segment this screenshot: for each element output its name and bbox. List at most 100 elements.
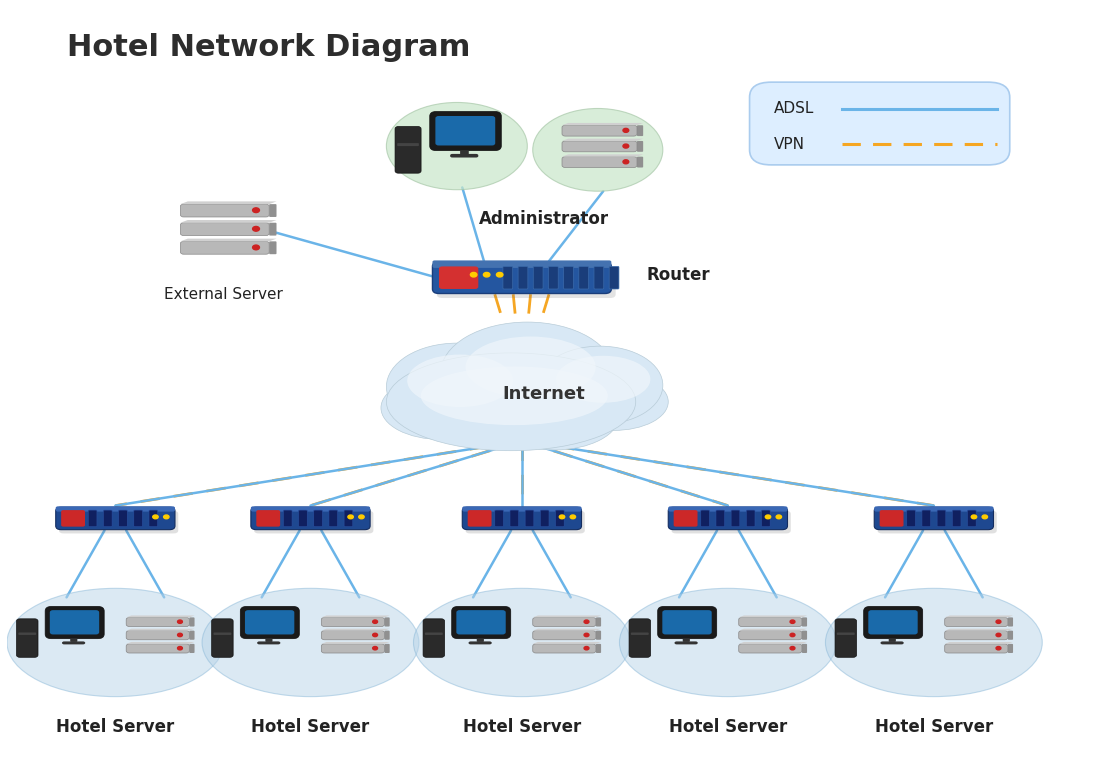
FancyBboxPatch shape <box>579 267 589 289</box>
Ellipse shape <box>440 322 614 424</box>
FancyBboxPatch shape <box>495 510 504 527</box>
Ellipse shape <box>490 381 619 450</box>
FancyBboxPatch shape <box>609 267 619 289</box>
FancyBboxPatch shape <box>314 510 323 527</box>
FancyBboxPatch shape <box>439 267 479 289</box>
FancyBboxPatch shape <box>658 607 717 639</box>
FancyBboxPatch shape <box>395 126 421 173</box>
FancyBboxPatch shape <box>637 157 643 168</box>
FancyBboxPatch shape <box>126 644 189 653</box>
Text: Hotel Server: Hotel Server <box>462 718 581 735</box>
FancyBboxPatch shape <box>49 611 99 634</box>
FancyBboxPatch shape <box>596 617 601 627</box>
FancyBboxPatch shape <box>1008 630 1013 640</box>
Polygon shape <box>739 642 807 644</box>
FancyBboxPatch shape <box>180 223 269 236</box>
FancyBboxPatch shape <box>556 510 564 527</box>
FancyBboxPatch shape <box>596 644 601 653</box>
FancyBboxPatch shape <box>525 510 534 527</box>
FancyBboxPatch shape <box>466 511 585 533</box>
Text: Administrator: Administrator <box>479 210 608 228</box>
FancyBboxPatch shape <box>212 619 233 657</box>
FancyBboxPatch shape <box>562 141 637 152</box>
FancyBboxPatch shape <box>436 116 495 146</box>
Circle shape <box>348 515 354 519</box>
Circle shape <box>791 647 795 650</box>
Polygon shape <box>944 615 1013 617</box>
Text: Hotel Server: Hotel Server <box>875 718 993 735</box>
FancyBboxPatch shape <box>245 611 294 634</box>
FancyBboxPatch shape <box>189 644 194 653</box>
Circle shape <box>982 515 987 519</box>
Circle shape <box>178 647 182 650</box>
Ellipse shape <box>556 355 650 403</box>
FancyBboxPatch shape <box>119 510 127 527</box>
Polygon shape <box>322 615 390 617</box>
FancyBboxPatch shape <box>299 510 307 527</box>
Text: VPN: VPN <box>773 136 805 152</box>
FancyBboxPatch shape <box>802 644 807 653</box>
FancyBboxPatch shape <box>674 641 697 644</box>
FancyBboxPatch shape <box>922 510 931 527</box>
FancyBboxPatch shape <box>61 641 86 644</box>
Polygon shape <box>180 220 277 223</box>
FancyBboxPatch shape <box>937 510 945 527</box>
Text: Internet: Internet <box>502 385 585 403</box>
Ellipse shape <box>533 109 663 192</box>
Polygon shape <box>126 642 194 644</box>
FancyBboxPatch shape <box>944 644 1008 653</box>
Circle shape <box>164 515 169 519</box>
Polygon shape <box>322 642 390 644</box>
FancyBboxPatch shape <box>907 510 916 527</box>
Text: Router: Router <box>647 267 710 284</box>
FancyBboxPatch shape <box>329 510 337 527</box>
Text: Hotel Server: Hotel Server <box>669 718 787 735</box>
FancyBboxPatch shape <box>61 510 85 527</box>
FancyBboxPatch shape <box>562 157 637 168</box>
Polygon shape <box>562 155 643 157</box>
FancyBboxPatch shape <box>269 223 277 236</box>
FancyBboxPatch shape <box>877 511 997 533</box>
Circle shape <box>996 620 1001 624</box>
FancyBboxPatch shape <box>250 506 370 512</box>
FancyBboxPatch shape <box>283 510 292 527</box>
FancyBboxPatch shape <box>874 506 994 512</box>
FancyBboxPatch shape <box>189 617 194 627</box>
FancyBboxPatch shape <box>864 607 922 639</box>
FancyBboxPatch shape <box>563 267 573 289</box>
Circle shape <box>372 620 378 624</box>
FancyBboxPatch shape <box>256 510 280 527</box>
FancyBboxPatch shape <box>189 630 194 640</box>
FancyBboxPatch shape <box>1008 644 1013 653</box>
FancyBboxPatch shape <box>669 507 787 529</box>
FancyBboxPatch shape <box>126 617 189 627</box>
FancyBboxPatch shape <box>45 607 104 639</box>
FancyBboxPatch shape <box>451 607 511 639</box>
FancyBboxPatch shape <box>56 507 175 529</box>
Polygon shape <box>739 629 807 630</box>
FancyBboxPatch shape <box>731 510 740 527</box>
Circle shape <box>584 620 589 624</box>
Circle shape <box>253 227 259 231</box>
FancyBboxPatch shape <box>533 644 596 653</box>
Text: Hotel Server: Hotel Server <box>56 718 175 735</box>
Circle shape <box>765 515 771 519</box>
Polygon shape <box>562 139 643 141</box>
FancyBboxPatch shape <box>802 630 807 640</box>
Ellipse shape <box>560 373 669 430</box>
Polygon shape <box>126 629 194 630</box>
FancyBboxPatch shape <box>944 630 1008 640</box>
FancyBboxPatch shape <box>269 241 277 254</box>
Circle shape <box>372 633 378 637</box>
Ellipse shape <box>537 346 663 424</box>
Ellipse shape <box>386 343 527 430</box>
FancyBboxPatch shape <box>562 125 637 136</box>
FancyBboxPatch shape <box>869 611 918 634</box>
Ellipse shape <box>421 366 608 425</box>
FancyBboxPatch shape <box>701 510 709 527</box>
FancyBboxPatch shape <box>750 82 1010 165</box>
FancyBboxPatch shape <box>629 619 650 657</box>
FancyBboxPatch shape <box>322 644 384 653</box>
Polygon shape <box>739 615 807 617</box>
FancyBboxPatch shape <box>594 267 604 289</box>
